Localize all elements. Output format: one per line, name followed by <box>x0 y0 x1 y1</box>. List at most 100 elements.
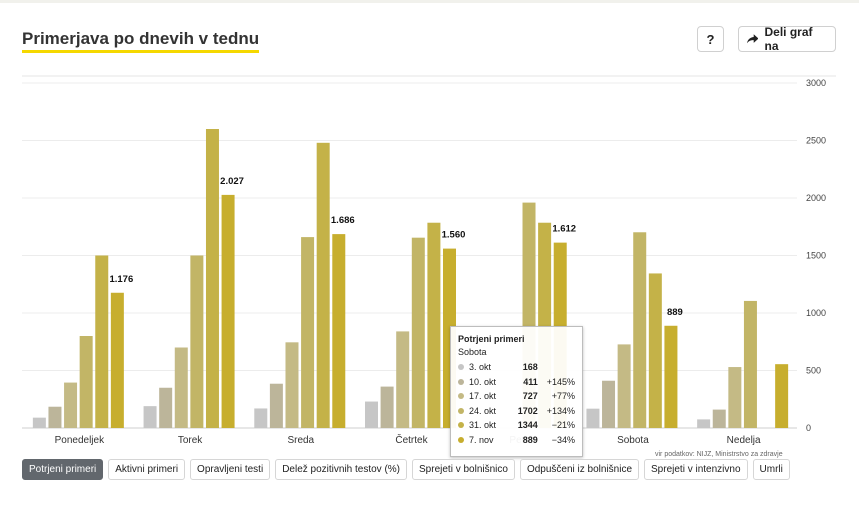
data-source: vir podatkov: NIJZ, Ministrstvo za zdrav… <box>655 451 783 458</box>
tooltip-row-change: +145% <box>546 376 575 387</box>
bar-17-okt <box>64 382 78 428</box>
page-title: Primerjava po dnevih v tednu <box>22 30 260 53</box>
bar-7-nov <box>332 234 346 428</box>
top-border <box>0 0 859 3</box>
legend-dot-icon <box>458 378 464 385</box>
data-label: 889 <box>667 307 683 318</box>
y-tick-label: 2500 <box>806 136 826 146</box>
tooltip-row-value: 889 <box>522 434 538 445</box>
tab-aktivni-primeri[interactable]: Aktivni primeri <box>108 459 186 480</box>
tooltip-rows: 3. okt 168 10. okt 411 +145% 17. okt 727 +77% 24… <box>458 360 575 447</box>
bar-24-okt <box>411 237 425 428</box>
bar-3-okt <box>143 406 157 428</box>
tooltip-row-label: 24. okt <box>469 405 497 416</box>
bar-3-okt <box>254 408 268 428</box>
bar-31-okt <box>427 222 441 428</box>
tooltip-title: Potrjeni primeri <box>458 334 525 344</box>
legend-dot-icon <box>458 407 464 414</box>
tooltip-row-change: +134% <box>546 405 575 416</box>
bar-24-okt <box>79 336 93 428</box>
bar-31-okt <box>316 142 330 429</box>
tooltip-row-change: −34% <box>551 434 575 445</box>
tab-sprejeti-v-bolni-nico[interactable]: Sprejeti v bolnišnico <box>412 459 515 480</box>
tooltip-row-label: 7. nov <box>469 434 494 445</box>
bar-17-okt <box>285 342 299 428</box>
bar-7-nov <box>221 194 235 428</box>
data-label: 2.027 <box>220 176 244 187</box>
bar-10-okt <box>269 383 283 428</box>
tooltip-row-label: 31. okt <box>469 420 497 431</box>
bar-24-okt <box>633 232 647 428</box>
y-tick-label: 3000 <box>806 78 826 88</box>
bar-3-okt <box>586 408 600 428</box>
tab-potrjeni-primeri[interactable]: Potrjeni primeri <box>22 459 104 480</box>
tooltip-row-change: +77% <box>551 391 575 402</box>
bar-17-okt <box>174 347 188 428</box>
metric-tabs: Potrjeni primeri Aktivni primeri Opravljen… <box>22 459 790 480</box>
bar-10-okt <box>602 380 616 428</box>
bar-10-okt <box>48 406 62 428</box>
tooltip-subtitle: Sobota <box>458 347 487 357</box>
bar-10-okt <box>380 386 394 428</box>
bar-3-okt <box>365 401 378 428</box>
tooltip-row-label: 10. okt <box>469 376 497 387</box>
x-category-label: Torek <box>178 435 203 446</box>
tooltip-row-value: 168 <box>522 362 538 373</box>
bar-7-nov <box>775 364 789 428</box>
bar-17-okt <box>728 367 742 428</box>
tooltip-row: 3. okt 168 <box>458 360 575 375</box>
bar-24-okt <box>301 237 315 428</box>
bar-10-okt <box>712 409 726 428</box>
bar-31-okt <box>648 273 662 428</box>
legend-dot-icon <box>458 436 464 443</box>
share-button[interactable]: Deli graf na <box>738 25 836 53</box>
x-category-label: Četrtek <box>395 433 428 446</box>
data-label: 1.176 <box>109 274 133 285</box>
tooltip-row: 24. okt 1702 +134% <box>458 404 575 419</box>
tooltip-row: 31. okt 1344 −21% <box>458 418 575 433</box>
x-category-label: Sobota <box>617 435 649 446</box>
tooltip-row-value: 1702 <box>517 405 538 416</box>
tooltip-row-value: 411 <box>523 376 538 387</box>
y-tick-label: 1000 <box>806 308 826 318</box>
tooltip-row: 10. okt 411 +145% <box>458 375 575 390</box>
tooltip-row: 7. nov 889 −34% <box>458 433 575 448</box>
bar-17-okt <box>617 344 631 428</box>
bar-24-okt <box>743 300 757 428</box>
bar-7-nov <box>110 292 124 428</box>
x-category-label: Sreda <box>287 435 314 446</box>
data-label: 1.560 <box>442 230 466 241</box>
legend-dot-icon <box>458 364 464 371</box>
y-tick-label: 1500 <box>806 251 826 261</box>
tooltip-row-value: 1344 <box>517 420 538 431</box>
tab-opravljeni-testi[interactable]: Opravljeni testi <box>190 459 271 480</box>
bar-31-okt <box>205 129 219 428</box>
chart-tooltip: Potrjeni primeri Sobota 3. okt 168 10. okt… <box>450 326 583 457</box>
tab-sprejeti-v-intenzivno[interactable]: Sprejeti v intenzivno <box>644 459 748 480</box>
y-tick-label: 0 <box>806 423 811 433</box>
bar-3-okt <box>32 417 46 428</box>
data-label: 1.612 <box>552 224 576 235</box>
data-label: 1.686 <box>331 215 355 226</box>
y-tick-label: 500 <box>806 366 821 376</box>
x-category-label: Ponedeljek <box>55 435 105 446</box>
bar-31-okt <box>95 255 109 428</box>
tab-odpu-eni-iz-bolni-nice[interactable]: Odpuščeni iz bolnišnice <box>519 459 640 480</box>
bar-3-okt <box>697 419 711 428</box>
bar-10-okt <box>159 387 173 428</box>
help-button-label: ? <box>706 31 715 47</box>
help-button[interactable]: ? <box>697 26 724 52</box>
share-button-label: Deli graf na <box>764 25 813 53</box>
y-tick-label: 2000 <box>806 193 826 203</box>
tooltip-row-label: 17. okt <box>469 391 497 402</box>
tooltip-row-value: 727 <box>522 391 538 402</box>
share-icon <box>747 34 759 44</box>
tooltip-row-change: −21% <box>551 420 575 431</box>
tab-umrli[interactable]: Umrli <box>752 459 790 480</box>
bar-17-okt <box>396 331 410 428</box>
tab-dele-pozitivnih-testov[interactable]: Delež pozitivnih testov (%) <box>275 459 408 480</box>
legend-dot-icon <box>458 422 464 429</box>
bar-7-nov <box>664 325 678 428</box>
tooltip-row: 17. okt 727 +77% <box>458 389 575 404</box>
